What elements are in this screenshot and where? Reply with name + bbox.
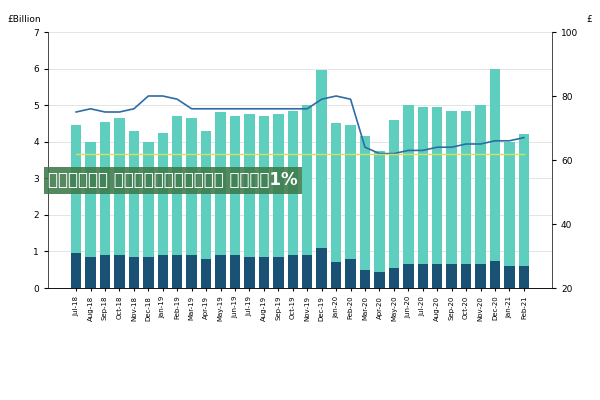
Bar [287,255,298,288]
Text: £Billion: £Billion [8,15,41,24]
Bar [244,257,254,288]
Bar [490,260,500,288]
Bar [100,255,110,288]
Bar [389,268,399,288]
Bar [432,107,442,264]
Bar [346,125,356,259]
Bar [215,112,226,255]
Bar [432,264,442,288]
Bar [187,255,197,288]
Bar [85,142,96,257]
Bar [346,259,356,288]
Bar [418,107,428,264]
Bar [504,266,515,288]
Bar [518,266,529,288]
Bar [316,248,327,288]
Bar [71,253,82,288]
Bar [287,111,298,255]
Bar [518,134,529,266]
Bar [504,142,515,266]
Bar [374,151,385,272]
Bar [403,105,413,264]
Bar [100,122,110,255]
Bar [360,270,370,288]
Bar [143,257,154,288]
Bar [302,255,313,288]
Bar [85,257,96,288]
Bar [302,105,313,255]
Bar [114,118,125,255]
Bar [230,116,240,255]
Text: £: £ [587,15,592,24]
Bar [114,255,125,288]
Bar [403,264,413,288]
Bar [259,116,269,257]
Bar [201,131,211,259]
Bar [461,264,472,288]
Bar [389,120,399,268]
Bar [446,264,457,288]
Bar [316,70,327,248]
Bar [158,255,168,288]
Bar [215,255,226,288]
Bar [475,264,486,288]
Bar [172,255,182,288]
Bar [230,255,240,288]
Bar [172,116,182,255]
Bar [201,259,211,288]
Bar [187,118,197,255]
Bar [331,124,341,262]
Bar [331,262,341,288]
Bar [143,142,154,257]
Bar [461,111,472,264]
Bar [273,257,284,288]
Bar [128,131,139,257]
Bar [418,264,428,288]
Bar [490,68,500,260]
Bar [128,257,139,288]
Bar [259,257,269,288]
Bar [158,132,168,255]
Bar [446,111,457,264]
Bar [360,136,370,270]
Bar [475,105,486,264]
Bar [71,125,82,253]
Bar [374,272,385,288]
Bar [273,114,284,257]
Text: 配资平台查询 大商所、郑商所夜盘收盘 玻璃跌超1%: 配资平台查询 大商所、郑商所夜盘收盘 玻璃跌超1% [48,172,298,190]
Bar [244,114,254,257]
